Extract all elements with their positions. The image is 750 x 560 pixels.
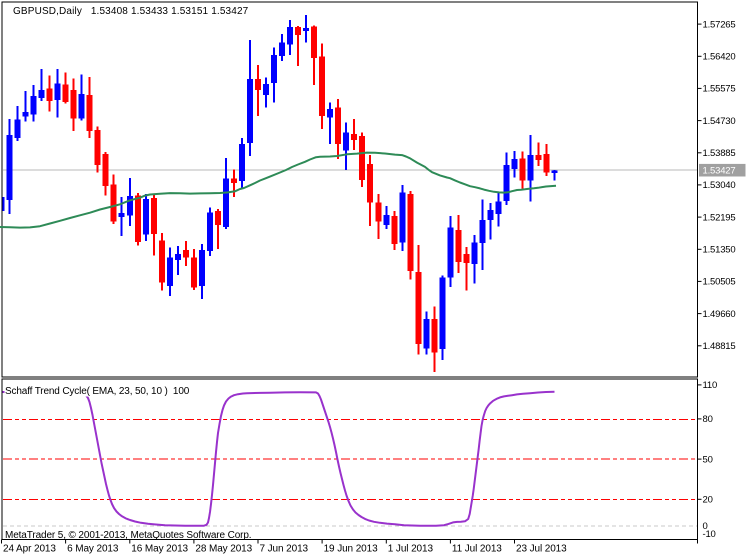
svg-text:1.53427: 1.53427 <box>703 165 736 176</box>
svg-text:20: 20 <box>703 495 713 506</box>
svg-text:-10: -10 <box>703 529 716 540</box>
svg-text:Schaff Trend Cycle( EMA, 23, 5: Schaff Trend Cycle( EMA, 23, 50, 10 ) 10… <box>5 386 190 397</box>
svg-text:50: 50 <box>703 454 713 465</box>
svg-text:1.48815: 1.48815 <box>703 341 736 352</box>
svg-text:0: 0 <box>703 521 708 532</box>
svg-text:1 Jul 2013: 1 Jul 2013 <box>388 544 434 555</box>
svg-text:1.53885: 1.53885 <box>703 148 736 159</box>
svg-text:MetaTrader 5, © 2001-2013, Met: MetaTrader 5, © 2001-2013, MetaQuotes So… <box>5 530 251 541</box>
svg-text:1.57265: 1.57265 <box>703 19 736 30</box>
svg-text:7 Jun 2013: 7 Jun 2013 <box>260 544 309 555</box>
svg-text:80: 80 <box>703 414 713 425</box>
svg-text:GBPUSD,Daily 1.53408 1.53433: GBPUSD,Daily 1.53408 1.53433 1.53151 1.5… <box>13 6 249 17</box>
svg-text:23 Jul 2013: 23 Jul 2013 <box>516 544 567 555</box>
svg-text:1.54730: 1.54730 <box>703 116 736 127</box>
svg-text:24 Apr 2013: 24 Apr 2013 <box>3 544 56 555</box>
svg-text:1.55575: 1.55575 <box>703 84 736 95</box>
svg-text:11 Jul 2013: 11 Jul 2013 <box>452 544 502 555</box>
svg-text:28 May 2013: 28 May 2013 <box>195 544 252 555</box>
svg-text:1.56420: 1.56420 <box>703 52 736 63</box>
svg-text:1.50505: 1.50505 <box>703 277 736 288</box>
svg-text:1.53040: 1.53040 <box>703 180 736 191</box>
svg-text:1.49660: 1.49660 <box>703 309 736 320</box>
svg-text:1.52195: 1.52195 <box>703 212 736 223</box>
svg-text:16 May 2013: 16 May 2013 <box>131 544 188 555</box>
svg-text:6 May 2013: 6 May 2013 <box>67 544 119 555</box>
svg-text:110: 110 <box>703 380 718 391</box>
svg-text:19 Jun 2013: 19 Jun 2013 <box>324 544 378 555</box>
svg-text:1.51350: 1.51350 <box>703 245 736 256</box>
